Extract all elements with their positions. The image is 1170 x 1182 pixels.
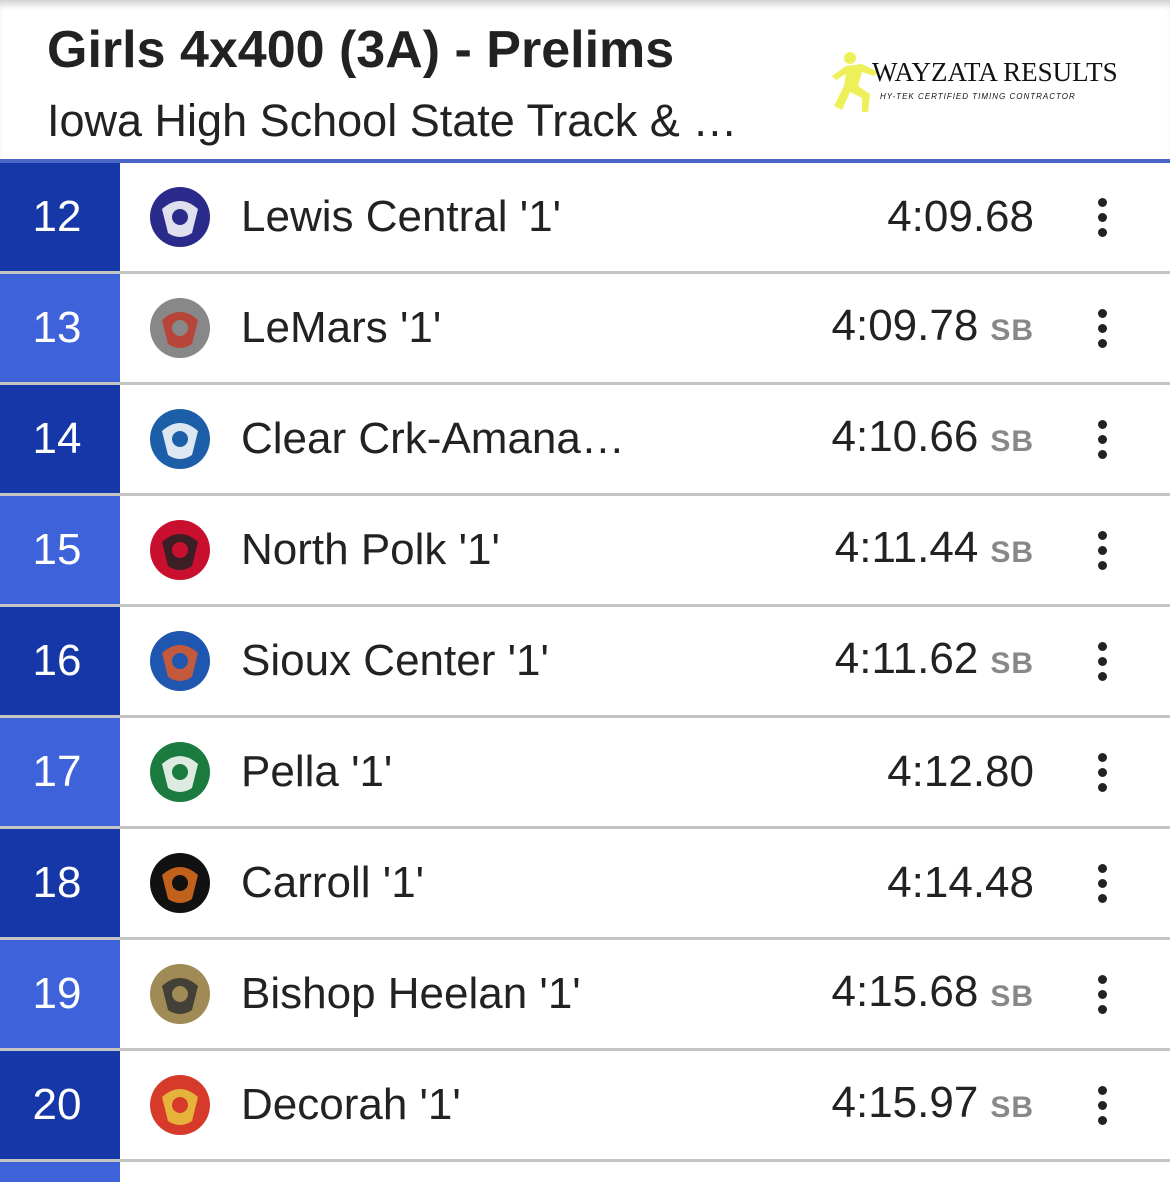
time-value: 4:14.48 [887, 858, 1034, 907]
more-options-icon[interactable] [1068, 530, 1136, 570]
season-best-badge: SB [990, 313, 1034, 347]
logo-brand: WAYZATA RESULTS [872, 57, 1118, 87]
team-name[interactable]: Bishop Heelan '1' [241, 969, 581, 1018]
more-options-icon[interactable] [1068, 1085, 1136, 1125]
result-time: 4:12.80 [704, 747, 1034, 797]
result-row[interactable]: 13 LeMars '1' 4:09.78 SB [0, 274, 1170, 385]
season-best-badge: SB [990, 424, 1034, 458]
more-options-icon[interactable] [1068, 419, 1136, 459]
more-options-icon[interactable] [1068, 197, 1136, 237]
place-number: 17 [0, 718, 120, 826]
result-row[interactable]: 18 Carroll '1' 4:14.48 [0, 829, 1170, 940]
titan-logo-icon [140, 177, 220, 257]
result-time: 4:09.68 [704, 192, 1034, 242]
team-name[interactable]: Pella '1' [241, 747, 393, 796]
result-time: 4:11.44 SB [704, 523, 1034, 578]
team-name[interactable]: LeMars '1' [241, 303, 442, 352]
time-value: 4:15.68 [831, 966, 979, 1016]
time-value: 4:09.68 [887, 192, 1034, 241]
place-number: 16 [0, 607, 120, 715]
result-time: 4:09.78 SB [704, 301, 1034, 356]
result-row[interactable]: 14 Clear Crk-Amana… 4:10.66 SB [0, 385, 1170, 496]
page-header: Girls 4x400 (3A) - Prelims Iowa High Sch… [0, 0, 1170, 163]
place-number: 14 [0, 385, 120, 493]
more-options-icon[interactable] [1068, 974, 1136, 1014]
season-best-badge: SB [990, 1090, 1034, 1124]
season-best-badge: SB [990, 646, 1034, 680]
results-list: 12 Lewis Central '1' 4:09.68 13 LeMars '… [0, 163, 1170, 1162]
runner-icon [832, 52, 878, 112]
result-time: 4:11.62 SB [704, 634, 1034, 689]
time-value: 4:09.78 [831, 300, 979, 350]
more-options-icon[interactable] [1068, 308, 1136, 348]
next-row-peek [0, 1162, 1170, 1182]
time-value: 4:10.66 [831, 411, 979, 461]
time-value: 4:11.44 [834, 522, 979, 572]
viking-logo-icon [140, 1065, 220, 1145]
place-number: 15 [0, 496, 120, 604]
more-options-icon[interactable] [1068, 641, 1136, 681]
team-name[interactable]: Clear Crk-Amana… [241, 414, 625, 463]
team-name[interactable]: North Polk '1' [241, 525, 500, 574]
team-name[interactable]: Sioux Center '1' [241, 636, 549, 685]
team-name[interactable]: Lewis Central '1' [241, 192, 562, 241]
more-options-icon[interactable] [1068, 752, 1136, 792]
place-number: 19 [0, 940, 120, 1048]
result-row[interactable]: 12 Lewis Central '1' 4:09.68 [0, 163, 1170, 274]
result-time: 4:15.97 SB [704, 1078, 1034, 1133]
wayzata-results-logo[interactable]: WAYZATA RESULTS HY-TEK CERTIFIED TIMING … [828, 50, 1128, 120]
pella-dutch-logo-icon [140, 732, 220, 812]
time-value: 4:12.80 [887, 747, 1034, 796]
result-row[interactable]: 15 North Polk '1' 4:11.44 SB [0, 496, 1170, 607]
event-title: Girls 4x400 (3A) - Prelims [47, 21, 675, 79]
result-row[interactable]: 20 Decorah '1' 4:15.97 SB [0, 1051, 1170, 1162]
place-number: 20 [0, 1051, 120, 1159]
result-time: 4:10.66 SB [704, 412, 1034, 467]
more-options-icon[interactable] [1068, 863, 1136, 903]
result-time: 4:15.68 SB [704, 967, 1034, 1022]
result-row[interactable]: 19 Bishop Heelan '1' 4:15.68 SB [0, 940, 1170, 1051]
result-time: 4:14.48 [704, 858, 1034, 908]
time-value: 4:15.97 [831, 1077, 979, 1127]
team-name[interactable]: Carroll '1' [241, 858, 425, 907]
np-comets-logo-icon [140, 510, 220, 590]
result-row[interactable]: 17 Pella '1' 4:12.80 [0, 718, 1170, 829]
team-name[interactable]: Decorah '1' [241, 1080, 461, 1129]
place-number: 12 [0, 163, 120, 271]
result-row[interactable]: 16 Sioux Center '1' 4:11.62 SB [0, 607, 1170, 718]
clipper-ship-logo-icon [140, 399, 220, 479]
logo-tagline: HY-TEK CERTIFIED TIMING CONTRACTOR [880, 92, 1076, 101]
bulldog-logo-icon [140, 288, 220, 368]
bh-monogram-logo-icon [140, 954, 220, 1034]
season-best-badge: SB [990, 979, 1034, 1013]
place-number: 18 [0, 829, 120, 937]
place-number: 13 [0, 274, 120, 382]
season-best-badge: SB [990, 535, 1034, 569]
warrior-logo-icon [140, 621, 220, 701]
tiger-logo-icon [140, 843, 220, 923]
time-value: 4:11.62 [834, 633, 979, 683]
meet-name: Iowa High School State Track & … [47, 95, 738, 146]
